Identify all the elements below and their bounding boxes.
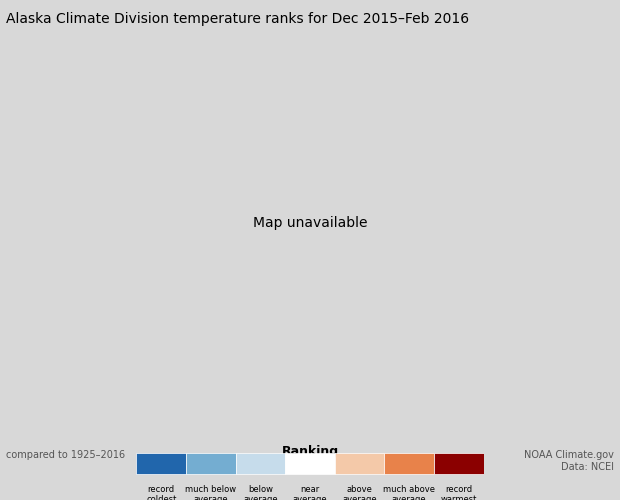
Text: near
average: near average: [293, 485, 327, 500]
FancyBboxPatch shape: [335, 452, 384, 473]
FancyBboxPatch shape: [434, 452, 484, 473]
Text: much below
average: much below average: [185, 485, 236, 500]
Text: compared to 1925–2016: compared to 1925–2016: [6, 450, 125, 460]
FancyBboxPatch shape: [285, 452, 335, 473]
Text: record
coldest: record coldest: [146, 485, 176, 500]
Text: NOAA Climate.gov
Data: NCEI: NOAA Climate.gov Data: NCEI: [524, 450, 614, 471]
FancyBboxPatch shape: [236, 452, 285, 473]
Text: record
warmest: record warmest: [441, 485, 477, 500]
FancyBboxPatch shape: [384, 452, 434, 473]
Text: Alaska Climate Division temperature ranks for Dec 2015–Feb 2016: Alaska Climate Division temperature rank…: [6, 12, 469, 26]
FancyBboxPatch shape: [136, 452, 186, 473]
FancyBboxPatch shape: [186, 452, 236, 473]
Text: below
average: below average: [243, 485, 278, 500]
Text: above
average: above average: [342, 485, 377, 500]
Text: Ranking: Ranking: [281, 445, 339, 458]
Text: much above
average: much above average: [383, 485, 435, 500]
Text: Map unavailable: Map unavailable: [253, 216, 367, 230]
